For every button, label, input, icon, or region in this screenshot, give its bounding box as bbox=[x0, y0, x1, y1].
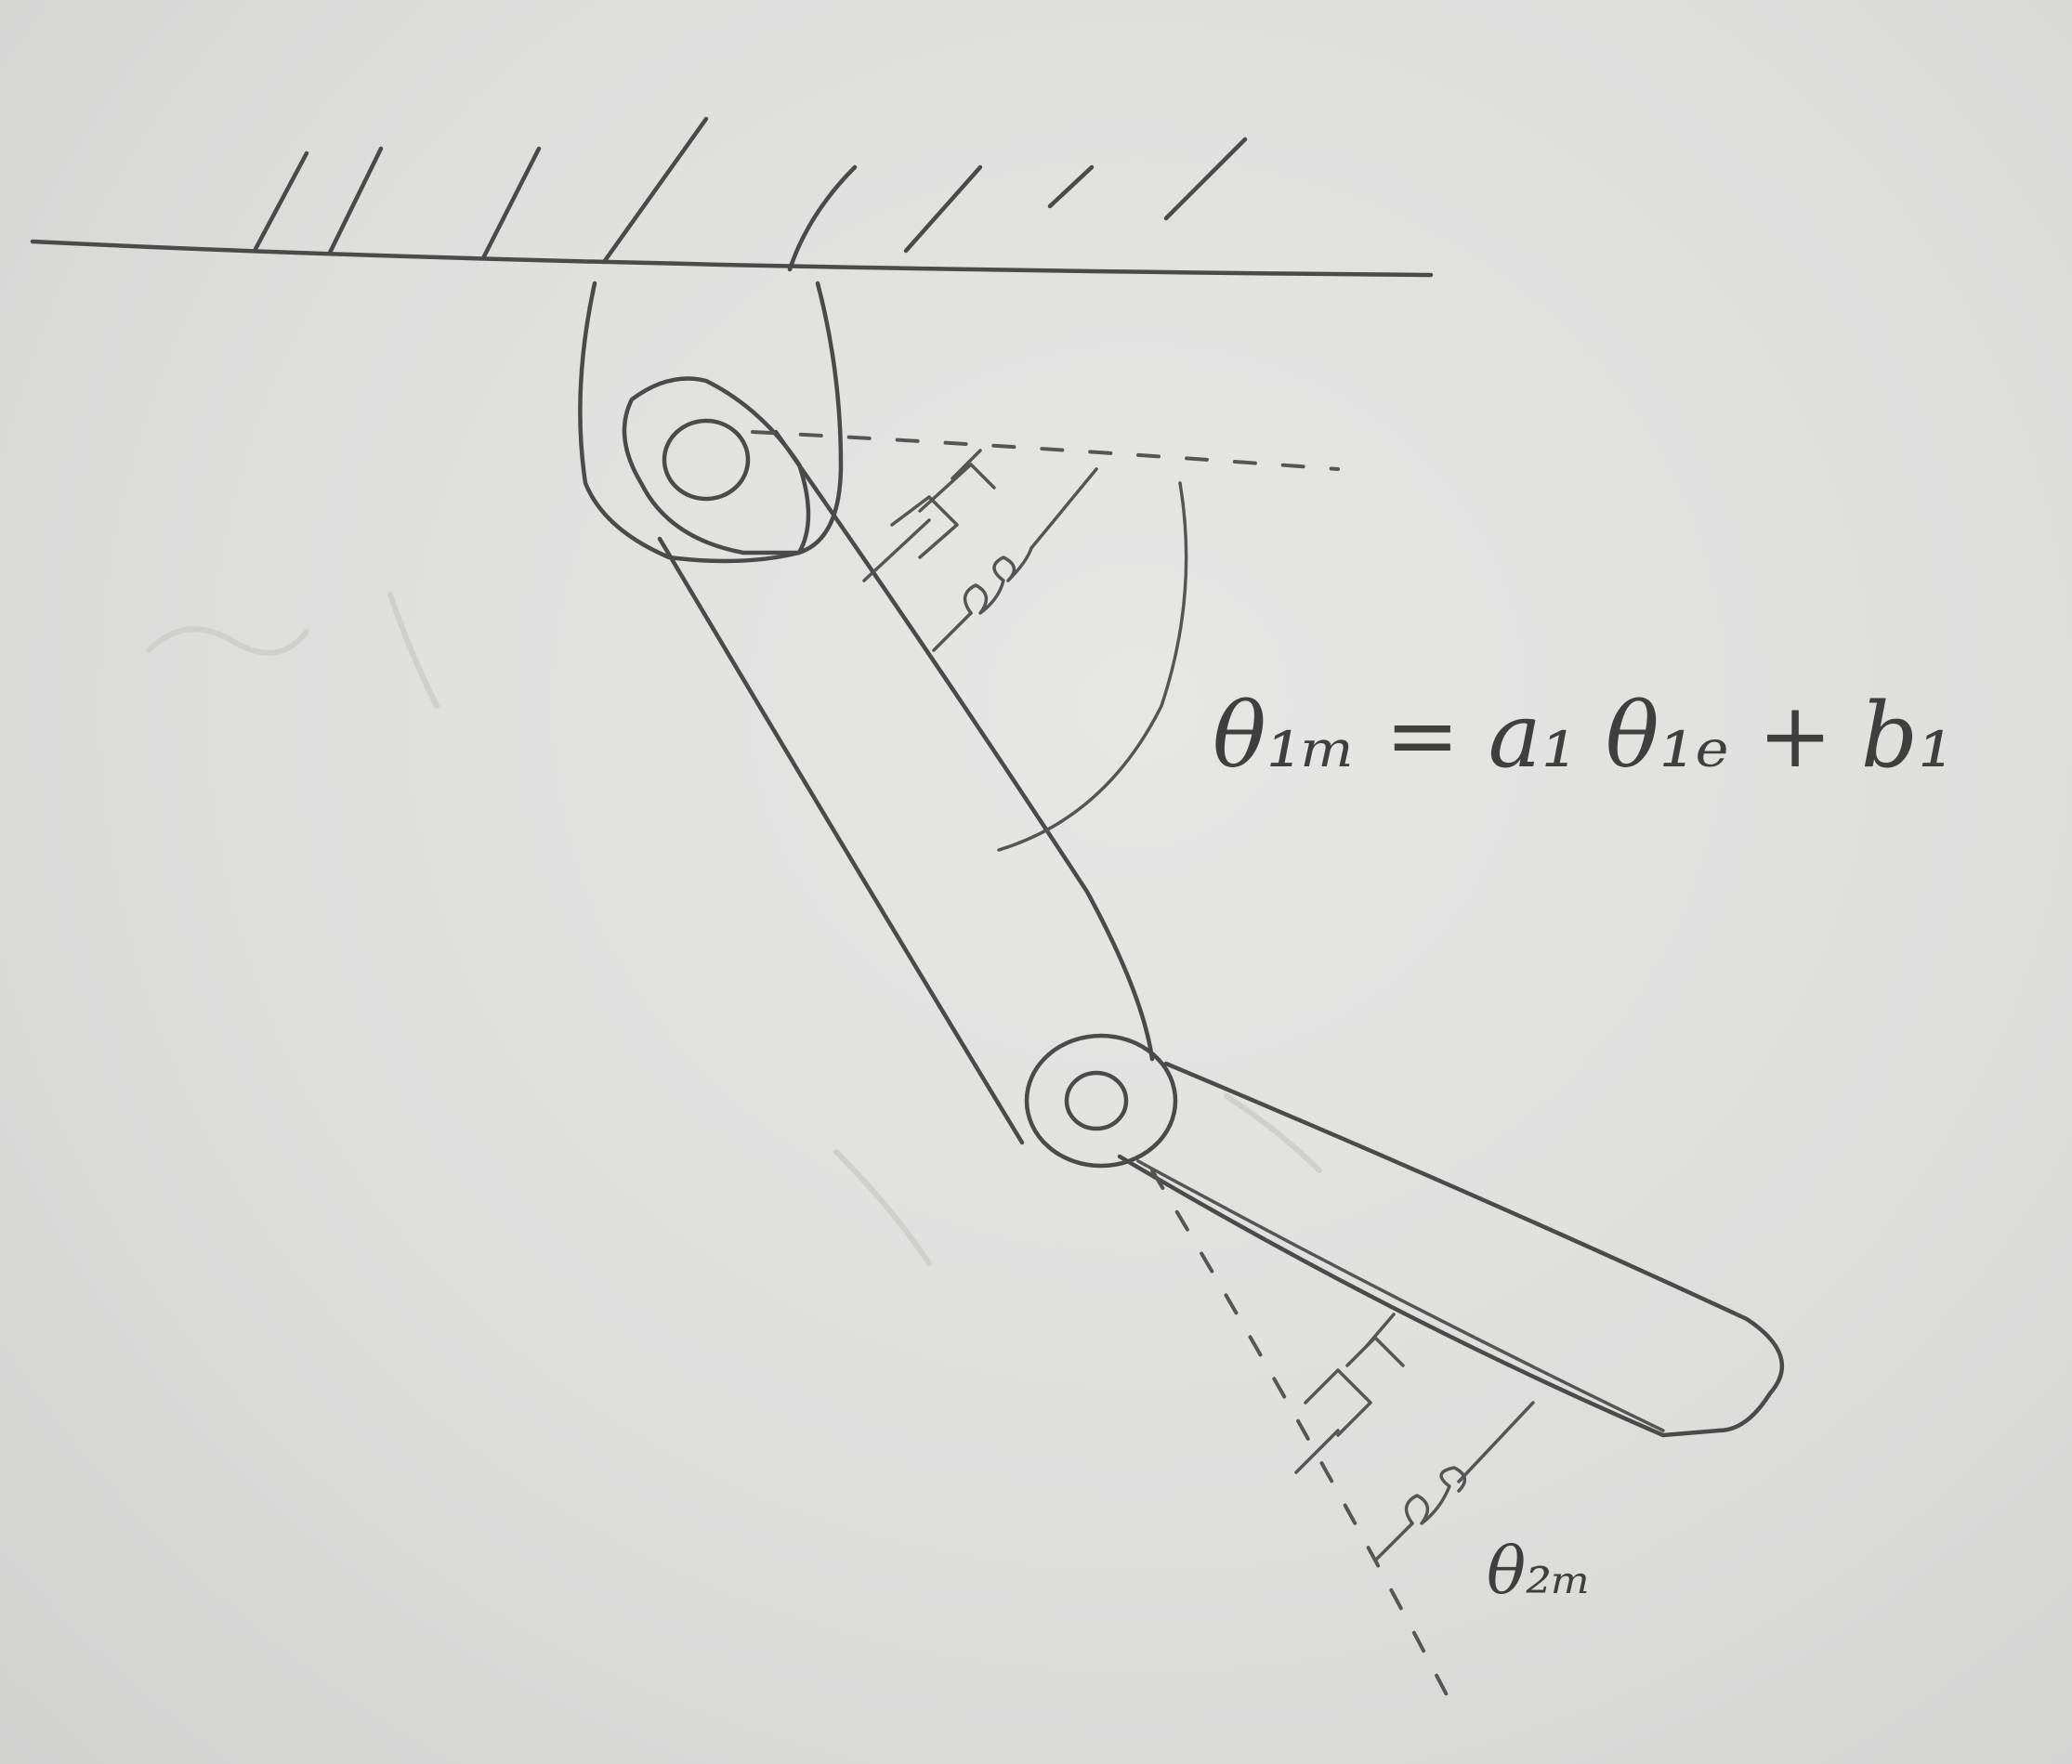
damper-2 bbox=[1294, 1313, 1405, 1474]
paper-show-through bbox=[146, 592, 1322, 1266]
damper-1 bbox=[862, 449, 996, 582]
link-1 bbox=[622, 376, 1155, 1145]
angle-arc-1 bbox=[997, 481, 1188, 852]
theta1m-equation: θ₁ₘ = a₁ θ₁ₑ + b₁ bbox=[1213, 684, 1954, 788]
theta2m-label: θ₂ₘ bbox=[1487, 1533, 1592, 1609]
joint-2-pin bbox=[1064, 1070, 1129, 1131]
joint-2-outer bbox=[1024, 1033, 1178, 1169]
joint-1-pin bbox=[662, 418, 751, 502]
fixed-ceiling bbox=[30, 116, 1434, 278]
pivot-mount bbox=[578, 281, 844, 564]
spring-2 bbox=[1373, 1401, 1535, 1562]
link-2 bbox=[1024, 1033, 1785, 1438]
spring-1 bbox=[932, 467, 1098, 652]
reference-line-2 bbox=[1150, 1169, 1456, 1711]
reference-line-1 bbox=[751, 430, 1340, 471]
